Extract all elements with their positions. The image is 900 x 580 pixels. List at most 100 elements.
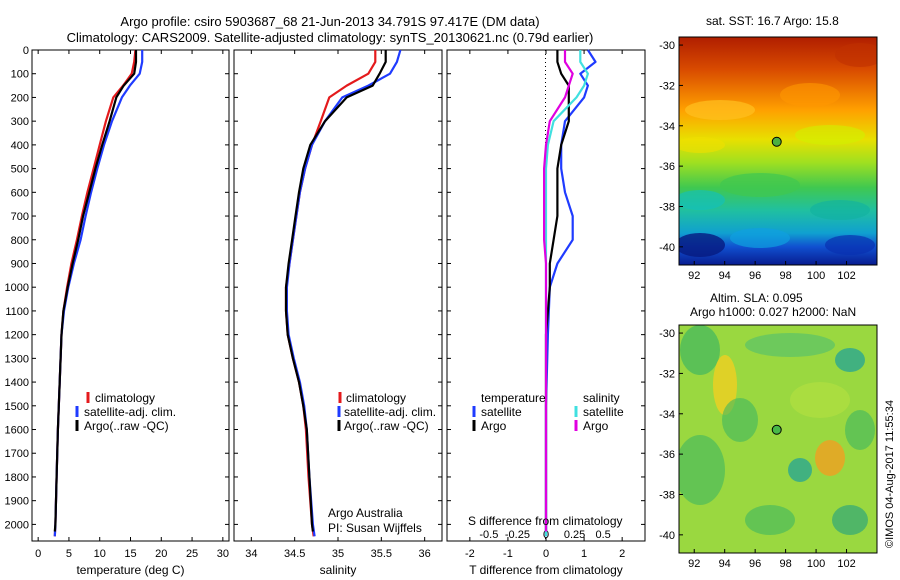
map-y-tick-label: -36 xyxy=(659,449,675,461)
x-tick-label: 35.5 xyxy=(371,548,392,560)
sla-map-axes: 92 94 96 98 100 102 -30 -32 -34 -36 -38 -40 xyxy=(659,328,856,570)
top-tick-label: 0.5 xyxy=(595,529,610,541)
credit-line-2: PI: Susan Wijffels xyxy=(328,521,422,535)
sst-map-title: sat. SST: 16.7 Argo: 15.8 xyxy=(706,14,839,28)
map-y-tick-label: -34 xyxy=(659,121,675,133)
y-tick-label: 0 xyxy=(23,45,29,57)
credit-line-1: Argo Australia xyxy=(328,506,403,520)
argo-float-position-marker xyxy=(771,424,782,435)
map-y-tick-label: -32 xyxy=(659,368,675,380)
map-x-tick-label: 92 xyxy=(688,270,700,282)
y-tick-label: 1100 xyxy=(5,306,29,318)
salinity-plot: 34 34.5 35 35.5 36 salinity xyxy=(234,49,442,577)
top-tick-label: -0.25 xyxy=(505,529,530,541)
map-x-tick-label: 102 xyxy=(837,270,855,282)
map-y-tick-label: -32 xyxy=(659,80,675,92)
salinity-legend: climatology satellite-adj. clim. Argo(..… xyxy=(337,391,436,433)
legend-label-satellite: satellite-adj. clim. xyxy=(84,405,176,419)
y-tick-label: 1700 xyxy=(5,448,29,460)
sla-map xyxy=(678,324,878,554)
y-tick-label: 700 xyxy=(11,211,29,223)
x-tick-label: -2 xyxy=(465,548,475,560)
y-tick-label: 500 xyxy=(11,164,29,176)
x-axis-label: T difference from climatology xyxy=(469,563,623,577)
diff-xlabel-top: S difference from climatology xyxy=(468,514,623,528)
x-tick-label: 5 xyxy=(66,548,72,560)
map-y-tick-label: -38 xyxy=(659,489,675,501)
argo-float-position-marker xyxy=(771,136,782,147)
x-axis-label: temperature (deg C) xyxy=(76,563,184,577)
sst-map-texture xyxy=(679,43,877,257)
x-axis-label: salinity xyxy=(320,563,357,577)
map-x-tick-label: 94 xyxy=(719,270,731,282)
x-tick-label: 15 xyxy=(124,548,136,560)
y-tick-label: 400 xyxy=(11,140,29,152)
sla-title-line-2: Argo h1000: 0.027 h2000: NaN xyxy=(690,305,856,319)
map-x-tick-label: 100 xyxy=(807,558,825,570)
sst-map xyxy=(678,36,878,266)
y-tick-label: 800 xyxy=(11,235,29,247)
map-y-tick-label: -30 xyxy=(659,40,675,52)
y-tick-label: 1200 xyxy=(5,330,29,342)
map-x-tick-label: 94 xyxy=(719,558,731,570)
map-y-tick-label: -36 xyxy=(659,161,675,173)
x-tick-label: 30 xyxy=(217,548,229,560)
map-y-tick-label: -34 xyxy=(659,409,675,421)
y-tick-label: 1500 xyxy=(5,401,29,413)
map-x-tick-label: 96 xyxy=(749,558,761,570)
temperature-axes xyxy=(31,49,230,542)
y-tick-label: 900 xyxy=(11,258,29,270)
legend-label-salinity-satellite: satellite xyxy=(583,405,624,419)
temperature-legend: climatology satellite-adj. clim. Argo(..… xyxy=(75,391,176,433)
series-line-salinity-argo xyxy=(542,50,574,532)
map-x-tick-label: 98 xyxy=(779,558,791,570)
x-tick-label: 2 xyxy=(619,548,625,560)
x-tick-label: 20 xyxy=(155,548,167,560)
y-tick-label: 1000 xyxy=(5,282,29,294)
series-line-argo-raw-qc- xyxy=(284,50,387,532)
x-tick-label: 35 xyxy=(332,548,344,560)
map-x-tick-label: 96 xyxy=(749,270,761,282)
y-tick-label: 1800 xyxy=(5,472,29,484)
series-line-temperature-argo xyxy=(544,50,570,532)
legend-heading-temperature: temperature xyxy=(481,391,546,405)
y-tick-label: 600 xyxy=(11,187,29,199)
difference-legend: temperature salinity satellite Argo sate… xyxy=(472,391,624,433)
x-tick-label: 34.5 xyxy=(284,548,305,560)
y-tick-label: 1300 xyxy=(5,353,29,365)
legend-label-temperature-argo: Argo xyxy=(481,419,507,433)
series-line-argo-raw-qc- xyxy=(53,50,138,532)
map-x-tick-label: 102 xyxy=(837,558,855,570)
sst-map-axes: 92 94 96 98 100 102 -30 -32 -34 -36 -38 -40 xyxy=(659,40,856,282)
difference-from-climatology-plot: -2 -1 0 1 2-0.5 -0.25 0 0.25 0.5T difference fro… xyxy=(447,49,645,577)
map-x-tick-label: 100 xyxy=(807,270,825,282)
legend-label-climatology: climatology xyxy=(346,391,406,405)
map-x-tick-label: 92 xyxy=(688,558,700,570)
x-tick-label: 1 xyxy=(581,548,587,560)
map-y-tick-label: -38 xyxy=(659,201,675,213)
top-tick-label: 0.25 xyxy=(564,529,585,541)
legend-label-satellite: satellite-adj. clim. xyxy=(344,405,436,419)
y-tick-label: 200 xyxy=(11,92,29,104)
legend-label-temperature-satellite: satellite xyxy=(481,405,522,419)
x-tick-label: -1 xyxy=(503,548,513,560)
y-tick-label: 300 xyxy=(11,116,29,128)
timestamp-stamp: ©IMOS 04-Aug-2017 11:55:34 xyxy=(884,400,896,548)
sla-title-line-1: Altim. SLA: 0.095 xyxy=(710,291,803,305)
y-tick-label: 100 xyxy=(11,69,29,81)
x-tick-label: 0 xyxy=(35,548,41,560)
map-y-tick-label: -40 xyxy=(659,530,675,542)
x-tick-label: 10 xyxy=(94,548,106,560)
y-tick-label: 1400 xyxy=(5,377,29,389)
legend-label-argo: Argo(..raw -QC) xyxy=(84,419,169,433)
map-x-tick-label: 98 xyxy=(779,270,791,282)
legend-label-salinity-argo: Argo xyxy=(583,419,609,433)
title-line-1: Argo profile: csiro 5903687_68 21-Jun-20… xyxy=(120,14,540,29)
sla-map-texture xyxy=(679,325,875,535)
x-tick-label: 36 xyxy=(419,548,431,560)
title-line-2: Climatology: CARS2009. Satellite-adjuste… xyxy=(66,30,594,45)
map-y-tick-label: -30 xyxy=(659,328,675,340)
x-tick-label: 34 xyxy=(245,548,257,560)
legend-label-climatology: climatology xyxy=(95,391,155,405)
